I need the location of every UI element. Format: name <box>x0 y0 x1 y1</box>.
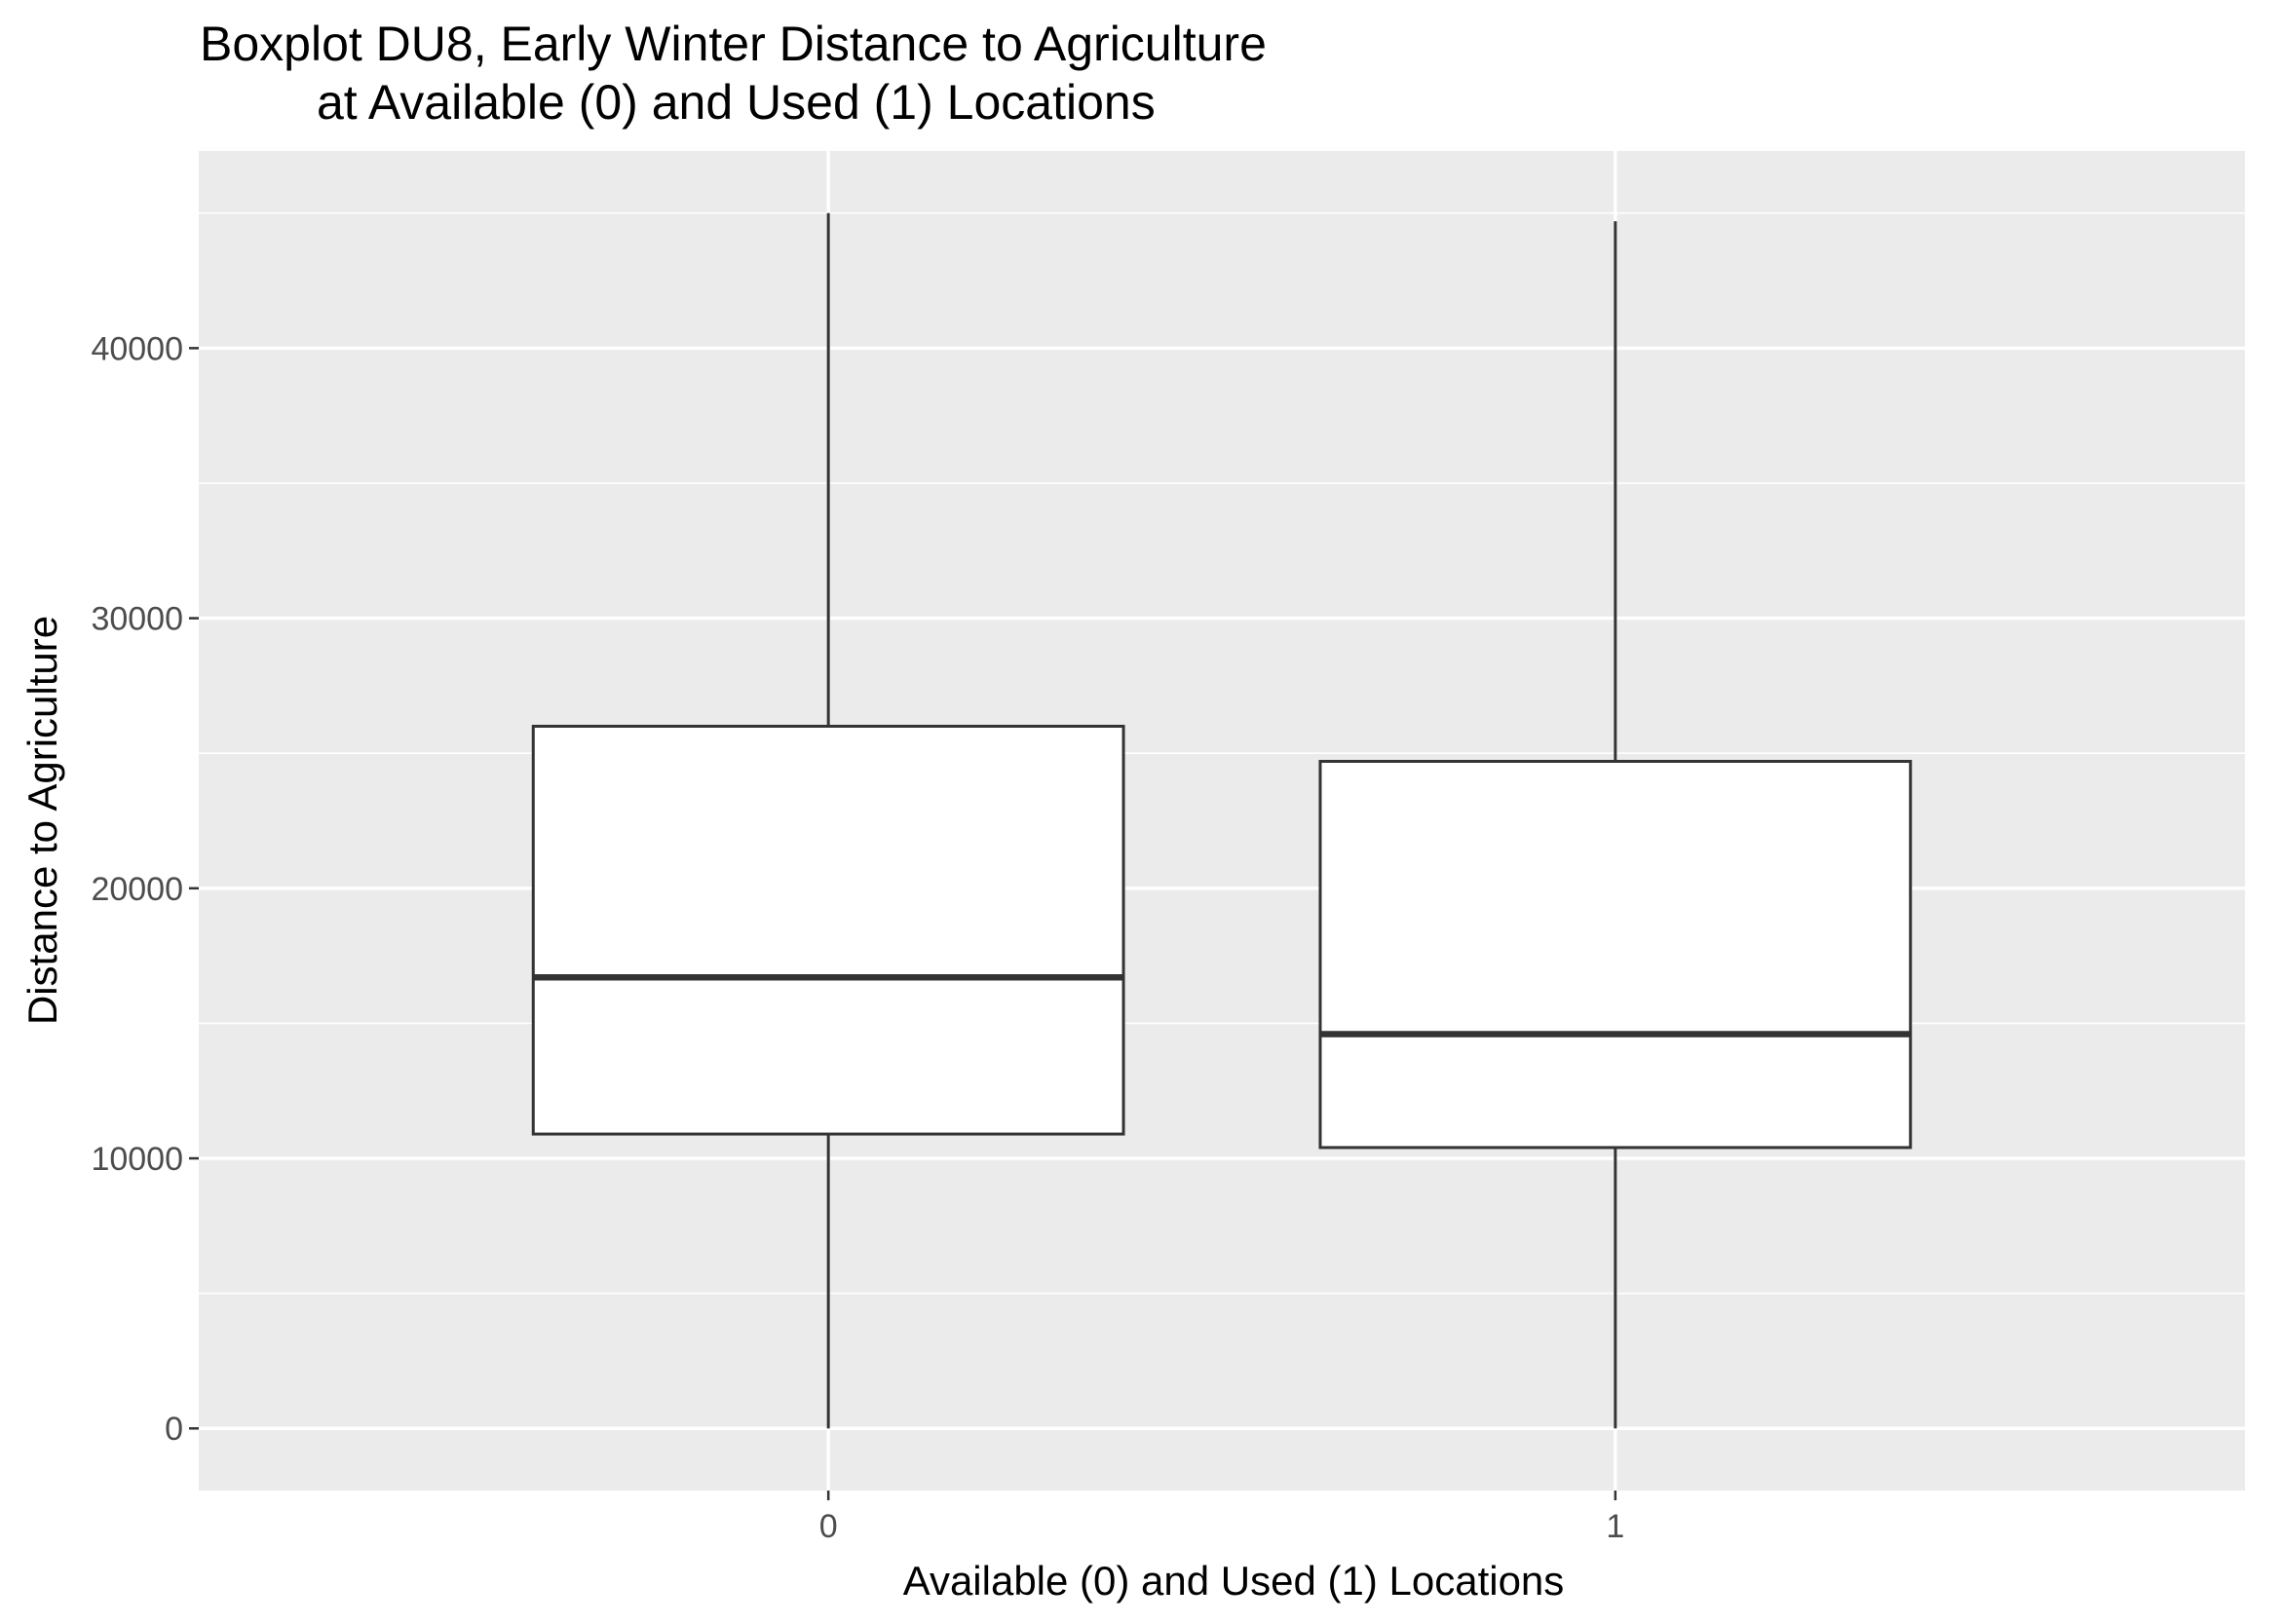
box-group-0 <box>531 212 1125 1429</box>
y-tick-label: 10000 <box>91 1141 183 1178</box>
x-tick-label: 1 <box>1606 1508 1624 1545</box>
chart-title: Boxplot DU8, Early Winter Distance to Ag… <box>200 17 1267 71</box>
y-tick-label: 40000 <box>91 330 183 367</box>
boxes <box>531 212 1913 1429</box>
box-group-1 <box>1318 221 1913 1429</box>
box-iqr <box>1318 760 1913 1150</box>
x-axis-title: Available (0) and Used (1) Locations <box>903 1558 1565 1604</box>
y-tick-label: 0 <box>165 1411 183 1448</box>
y-axis-title: Distance to Agriculture <box>19 616 65 1025</box>
y-tick-label: 20000 <box>91 871 183 908</box>
x-tick-label: 0 <box>819 1508 838 1545</box>
y-tick-label: 30000 <box>91 601 183 638</box>
axes: 0 10000 20000 30000 40000 0 1 <box>91 330 1624 1545</box>
chart-subtitle: at Available (0) and Used (1) Locations <box>317 75 1156 130</box>
plot-panel <box>199 151 2245 1491</box>
box-iqr <box>531 724 1125 1136</box>
